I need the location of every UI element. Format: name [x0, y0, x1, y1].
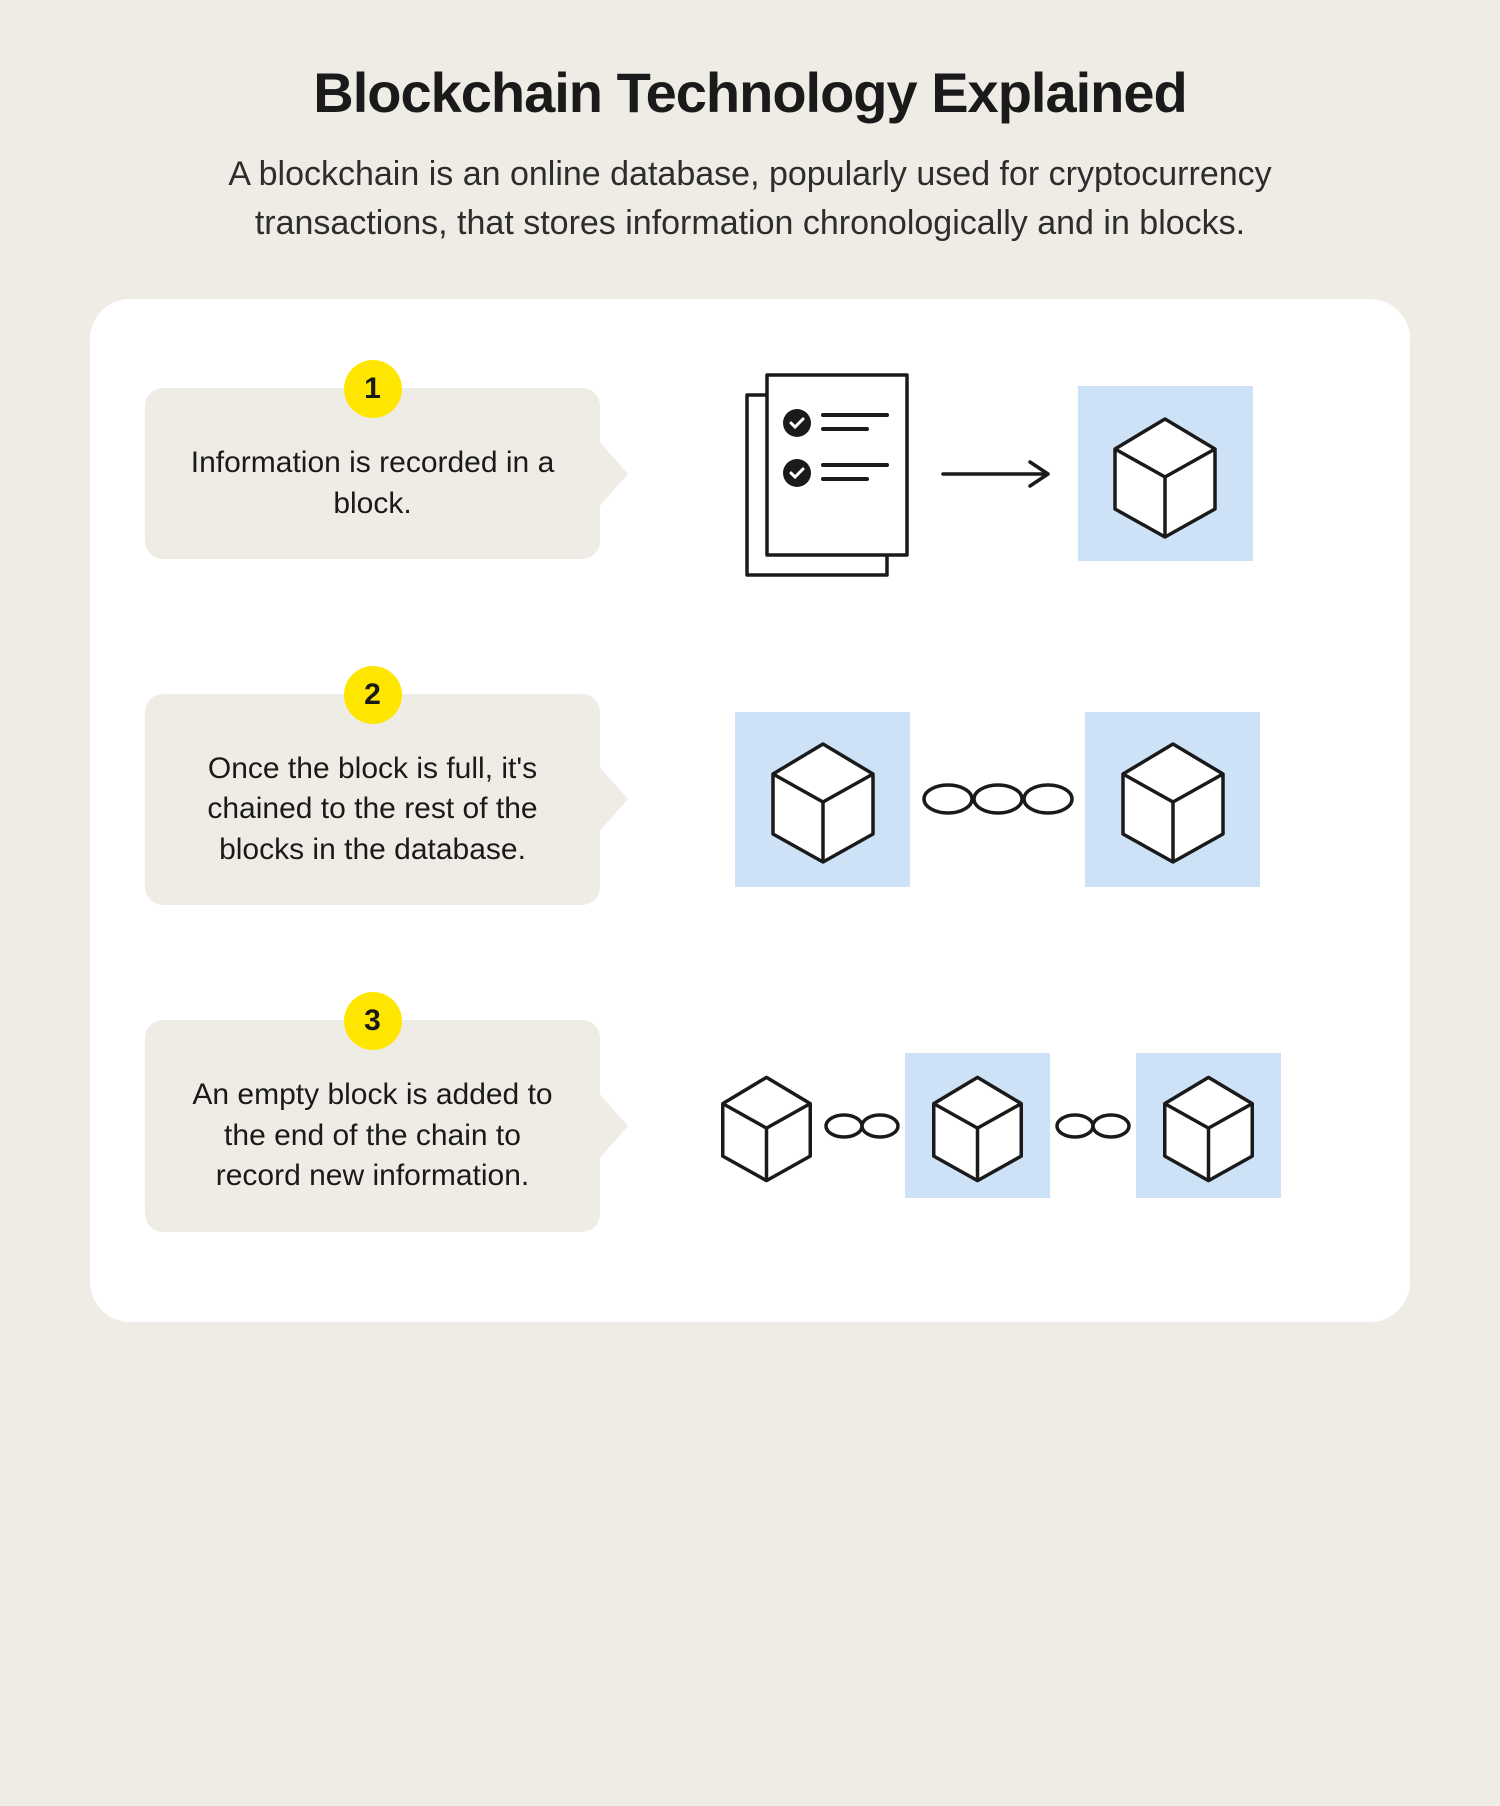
cube-icon: [763, 734, 883, 864]
step-bubble: 2 Once the block is full, it's chained t…: [145, 694, 600, 906]
step-badge: 2: [344, 666, 402, 724]
blue-box: [735, 712, 910, 887]
step-3: 3 An empty block is added to the end of …: [145, 1020, 1355, 1232]
step-1: 1 Information is recorded in a block.: [145, 369, 1355, 579]
step-text: Information is recorded in a block.: [185, 443, 560, 524]
cube-icon: [1113, 734, 1233, 864]
header: Blockchain Technology Explained A blockc…: [90, 60, 1410, 249]
page-title: Blockchain Technology Explained: [110, 60, 1390, 125]
chain-icon: [920, 774, 1075, 824]
blue-box: [1078, 386, 1253, 561]
cube-icon: [1156, 1068, 1261, 1183]
step-2-illustration: [640, 712, 1355, 887]
page-subtitle: A blockchain is an online database, popu…: [110, 150, 1390, 249]
step-3-illustration: [640, 1053, 1355, 1198]
blue-box: [1136, 1053, 1281, 1198]
step-bubble: 3 An empty block is added to the end of …: [145, 1020, 600, 1232]
blue-box: [905, 1053, 1050, 1198]
document-icon: [743, 369, 918, 579]
cube-icon: [925, 1068, 1030, 1183]
cube-icon: [714, 1068, 819, 1183]
step-text: Once the block is full, it's chained to …: [185, 749, 560, 871]
cube-icon: [1105, 409, 1225, 539]
step-badge: 1: [344, 360, 402, 418]
step-text: An empty block is added to the end of th…: [185, 1075, 560, 1197]
chain-icon: [1053, 1106, 1133, 1146]
step-2: 2 Once the block is full, it's chained t…: [145, 694, 1355, 906]
steps-card: 1 Information is recorded in a block.: [90, 299, 1410, 1322]
arrow-icon: [938, 454, 1058, 494]
chain-icon: [822, 1106, 902, 1146]
step-bubble: 1 Information is recorded in a block.: [145, 388, 600, 559]
step-1-illustration: [640, 369, 1355, 579]
blue-box: [1085, 712, 1260, 887]
step-badge: 3: [344, 992, 402, 1050]
